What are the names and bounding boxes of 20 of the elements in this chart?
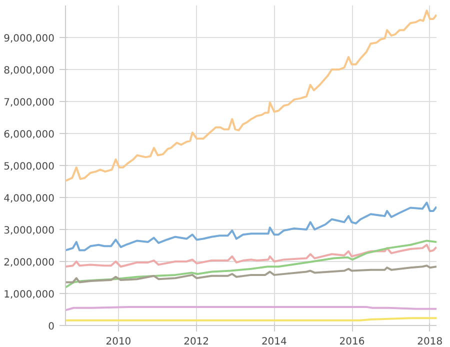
- line-series: [66, 202, 436, 252]
- y-tick-label: 3,000,000: [4, 226, 55, 236]
- x-tick-label: 2012: [184, 336, 210, 347]
- x-tick-label: 2018: [417, 336, 443, 347]
- y-tick-label: 5,000,000: [4, 162, 55, 172]
- y-tick-label: 9,000,000: [4, 34, 55, 44]
- x-tick-label: 2010: [106, 336, 132, 347]
- line-series: [66, 244, 436, 268]
- y-tick-label: 8,000,000: [4, 66, 55, 76]
- x-tick-label: 2016: [339, 336, 365, 347]
- y-tick-label: 7,000,000: [4, 98, 55, 108]
- x-tick-label: 2014: [261, 336, 287, 347]
- y-tick-label: 2,000,000: [4, 258, 55, 268]
- line-series: [66, 10, 436, 182]
- y-tick-label: 6,000,000: [4, 130, 55, 140]
- y-tick-label: 0: [48, 322, 55, 332]
- line-series: [66, 240, 436, 288]
- line-series: [66, 264, 436, 284]
- y-tick-label: 4,000,000: [4, 194, 55, 204]
- y-tick-label: 1,000,000: [4, 290, 55, 300]
